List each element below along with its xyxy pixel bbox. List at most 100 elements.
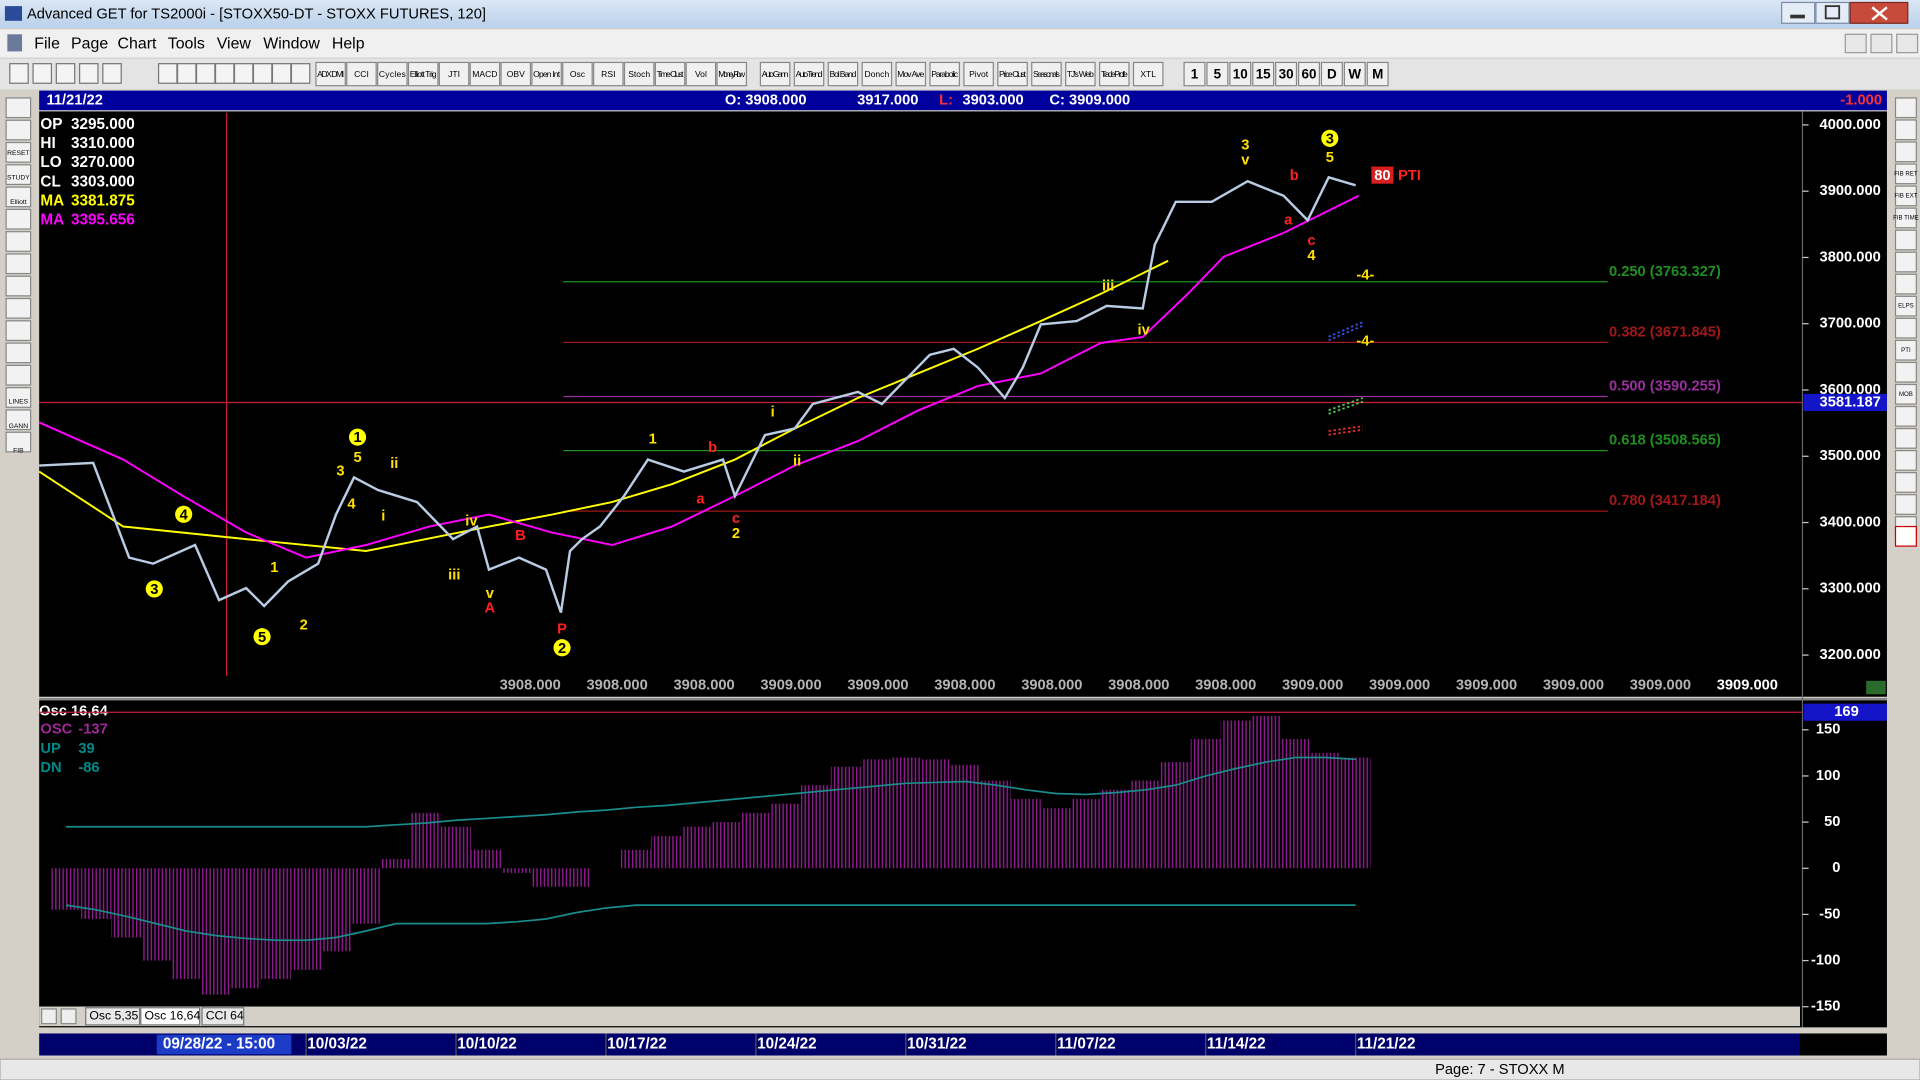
menu-item[interactable]: Chart xyxy=(118,35,157,52)
menu-item[interactable]: View xyxy=(217,35,252,52)
tool-button[interactable] xyxy=(5,253,32,275)
icon-button[interactable] xyxy=(55,63,76,84)
tool-button[interactable] xyxy=(5,164,32,186)
tool-button[interactable] xyxy=(5,208,32,230)
interval-button[interactable] xyxy=(1275,61,1298,87)
menu-item[interactable]: Page xyxy=(71,35,108,52)
tab-scroll[interactable] xyxy=(60,1008,77,1025)
icon-button[interactable] xyxy=(9,63,29,84)
tool-button[interactable] xyxy=(1894,361,1917,383)
interval-button[interactable] xyxy=(1320,61,1343,87)
u-button[interactable] xyxy=(1894,525,1917,547)
toolbar-button[interactable] xyxy=(929,61,961,87)
tool-button[interactable] xyxy=(1894,141,1917,163)
tool-button[interactable] xyxy=(1894,427,1917,449)
tool-button[interactable] xyxy=(5,231,32,252)
tab[interactable] xyxy=(201,1007,245,1026)
interval-button[interactable] xyxy=(1297,61,1320,87)
tab[interactable] xyxy=(85,1007,141,1026)
menu-item[interactable]: File xyxy=(34,35,60,52)
toolbar-button[interactable] xyxy=(562,61,593,87)
tool-button[interactable] xyxy=(5,275,32,297)
tool-button[interactable] xyxy=(5,387,32,408)
tool-button[interactable] xyxy=(1894,273,1917,295)
toolbar-button[interactable] xyxy=(315,61,346,87)
toolbar-button[interactable] xyxy=(895,61,927,87)
toolbar-button[interactable] xyxy=(793,61,825,87)
icon-button[interactable] xyxy=(102,63,122,84)
toolbar-button[interactable] xyxy=(1098,61,1130,87)
maximize-button[interactable] xyxy=(1815,1,1850,24)
tool-button[interactable] xyxy=(5,119,32,141)
toolbar-button[interactable] xyxy=(963,61,994,87)
tool-button[interactable] xyxy=(1894,472,1917,493)
icon-button[interactable] xyxy=(32,63,53,84)
icon-button[interactable] xyxy=(290,63,311,84)
icon-button[interactable] xyxy=(78,63,99,84)
icon-button[interactable] xyxy=(176,63,197,84)
toolbar-button[interactable] xyxy=(861,61,893,87)
interval-button[interactable] xyxy=(1366,61,1389,87)
tool-button[interactable] xyxy=(5,297,32,319)
icon-button[interactable] xyxy=(233,63,254,84)
tool-button[interactable] xyxy=(1894,251,1917,273)
tool-button[interactable] xyxy=(1894,185,1917,207)
interval-button[interactable] xyxy=(1343,61,1366,87)
toolbar-button[interactable] xyxy=(716,61,748,87)
toolbar-button[interactable] xyxy=(500,61,532,87)
tool-button[interactable] xyxy=(1894,339,1917,361)
icon-button[interactable] xyxy=(271,63,292,84)
tool-button[interactable] xyxy=(5,97,32,119)
toolbar-button[interactable] xyxy=(997,61,1028,87)
icon-button[interactable] xyxy=(252,63,273,84)
tool-button[interactable] xyxy=(1894,383,1917,405)
icon-button[interactable] xyxy=(157,63,178,84)
minimize-button[interactable] xyxy=(1781,1,1816,24)
tool-button[interactable] xyxy=(1894,405,1917,427)
toolbar-button[interactable] xyxy=(1065,61,1096,87)
mdi-close[interactable] xyxy=(1896,33,1919,54)
menu-item[interactable]: Tools xyxy=(168,35,205,52)
toolbar-button[interactable] xyxy=(407,61,439,87)
tool-button[interactable] xyxy=(5,342,32,364)
interval-button[interactable] xyxy=(1206,61,1229,87)
menu-item[interactable]: Help xyxy=(332,35,365,52)
toolbar-button[interactable] xyxy=(827,61,859,87)
tool-button[interactable] xyxy=(5,320,32,342)
tool-button[interactable] xyxy=(1894,163,1917,185)
menu-item[interactable]: Window xyxy=(263,35,320,52)
tool-button[interactable] xyxy=(1894,450,1917,471)
tool-button[interactable] xyxy=(5,364,32,386)
toolbar-button[interactable] xyxy=(438,61,470,87)
toolbar-button[interactable] xyxy=(531,61,562,87)
tool-button[interactable] xyxy=(1894,295,1917,317)
tool-button[interactable] xyxy=(1894,119,1917,141)
interval-button[interactable] xyxy=(1252,61,1275,87)
tool-button[interactable] xyxy=(5,431,32,453)
tool-button[interactable] xyxy=(5,186,32,208)
toolbar-button[interactable] xyxy=(377,61,408,87)
tab-scroll[interactable] xyxy=(41,1008,57,1025)
toolbar-button[interactable] xyxy=(1132,61,1164,87)
tool-button[interactable] xyxy=(5,141,32,163)
toolbar-button[interactable] xyxy=(469,61,501,87)
interval-button[interactable] xyxy=(1183,61,1206,87)
tool-button[interactable] xyxy=(5,409,32,431)
toolbar-button[interactable] xyxy=(759,61,791,87)
toolbar-button[interactable] xyxy=(593,61,624,87)
icon-button[interactable] xyxy=(214,63,235,84)
toolbar-button[interactable] xyxy=(685,61,717,87)
tool-button[interactable] xyxy=(1894,207,1917,229)
mdi-restore[interactable] xyxy=(1870,33,1893,54)
interval-button[interactable] xyxy=(1229,61,1252,87)
mdi-minimize[interactable] xyxy=(1844,33,1867,54)
toolbar-button[interactable] xyxy=(654,61,686,87)
toolbar-button[interactable] xyxy=(346,61,377,87)
toolbar-button[interactable] xyxy=(1031,61,1062,87)
tab[interactable] xyxy=(140,1007,201,1026)
tool-button[interactable] xyxy=(1894,97,1917,119)
tool-button[interactable] xyxy=(1894,317,1917,339)
tool-button[interactable] xyxy=(1894,494,1917,515)
toolbar-button[interactable] xyxy=(623,61,655,87)
icon-button[interactable] xyxy=(195,63,216,84)
